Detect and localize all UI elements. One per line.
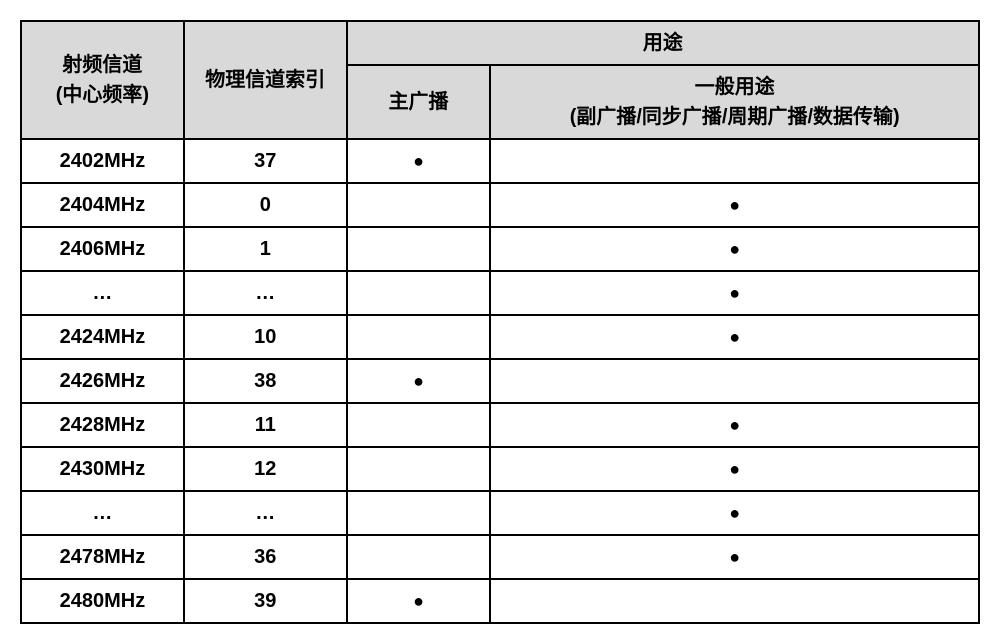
cell-freq: 2478MHz [21, 535, 184, 579]
cell-general-usage [490, 139, 979, 183]
cell-freq: 2406MHz [21, 227, 184, 271]
cell-index: 36 [184, 535, 347, 579]
header-general-usage: 一般用途 (副广播/同步广播/周期广播/数据传输) [490, 65, 979, 139]
table-row: 2478MHz36 ● [21, 535, 979, 579]
cell-main-broadcast [347, 491, 491, 535]
cell-freq: 2426MHz [21, 359, 184, 403]
cell-index: … [184, 491, 347, 535]
header-freq-line1: 射频信道 [62, 54, 142, 76]
cell-general-usage: ● [490, 447, 979, 491]
cell-index: 39 [184, 579, 347, 623]
cell-main-broadcast [347, 535, 491, 579]
cell-freq: … [21, 271, 184, 315]
header-usage: 用途 [347, 21, 979, 65]
table-row: 2480MHz39● [21, 579, 979, 623]
header-freq: 射频信道 (中心频率) [21, 21, 184, 139]
cell-main-broadcast: ● [347, 579, 491, 623]
cell-general-usage: ● [490, 403, 979, 447]
cell-main-broadcast [347, 403, 491, 447]
table-row: 2430MHz12 ● [21, 447, 979, 491]
cell-index: 10 [184, 315, 347, 359]
cell-freq: 2428MHz [21, 403, 184, 447]
table-row: 2428MHz11 ● [21, 403, 979, 447]
cell-index: 0 [184, 183, 347, 227]
table-row: 2424MHz10 ● [21, 315, 979, 359]
cell-index: 1 [184, 227, 347, 271]
cell-index: … [184, 271, 347, 315]
table-header: 射频信道 (中心频率) 物理信道索引 用途 主广播 一般用途 (副广播/同步广播… [21, 21, 979, 139]
table-row: …… ● [21, 491, 979, 535]
cell-general-usage: ● [490, 227, 979, 271]
cell-freq: 2424MHz [21, 315, 184, 359]
cell-general-usage: ● [490, 315, 979, 359]
table-body: 2402MHz37●2404MHz0●2406MHz1●……●2424MHz10… [21, 139, 979, 623]
cell-general-usage: ● [490, 535, 979, 579]
channel-table: 射频信道 (中心频率) 物理信道索引 用途 主广播 一般用途 (副广播/同步广播… [20, 20, 980, 624]
cell-main-broadcast [347, 271, 491, 315]
cell-general-usage [490, 359, 979, 403]
header-general-line1: 一般用途 [695, 76, 775, 98]
header-general-line2: (副广播/同步广播/周期广播/数据传输) [570, 106, 900, 128]
table-row: …… ● [21, 271, 979, 315]
header-main-broadcast: 主广播 [347, 65, 491, 139]
table-row: 2402MHz37● [21, 139, 979, 183]
table-row: 2426MHz38● [21, 359, 979, 403]
cell-main-broadcast [347, 227, 491, 271]
header-freq-line2: (中心频率) [56, 84, 149, 106]
cell-main-broadcast: ● [347, 139, 491, 183]
cell-index: 37 [184, 139, 347, 183]
table-row: 2406MHz1 ● [21, 227, 979, 271]
cell-general-usage: ● [490, 491, 979, 535]
channel-table-container: 射频信道 (中心频率) 物理信道索引 用途 主广播 一般用途 (副广播/同步广播… [20, 20, 980, 624]
cell-main-broadcast: ● [347, 359, 491, 403]
table-row: 2404MHz0 ● [21, 183, 979, 227]
cell-general-usage: ● [490, 183, 979, 227]
cell-index: 12 [184, 447, 347, 491]
cell-general-usage [490, 579, 979, 623]
cell-index: 38 [184, 359, 347, 403]
cell-freq: 2480MHz [21, 579, 184, 623]
cell-main-broadcast [347, 183, 491, 227]
cell-freq: … [21, 491, 184, 535]
header-index: 物理信道索引 [184, 21, 347, 139]
cell-freq: 2430MHz [21, 447, 184, 491]
cell-general-usage: ● [490, 271, 979, 315]
cell-main-broadcast [347, 447, 491, 491]
cell-freq: 2404MHz [21, 183, 184, 227]
cell-freq: 2402MHz [21, 139, 184, 183]
cell-main-broadcast [347, 315, 491, 359]
cell-index: 11 [184, 403, 347, 447]
